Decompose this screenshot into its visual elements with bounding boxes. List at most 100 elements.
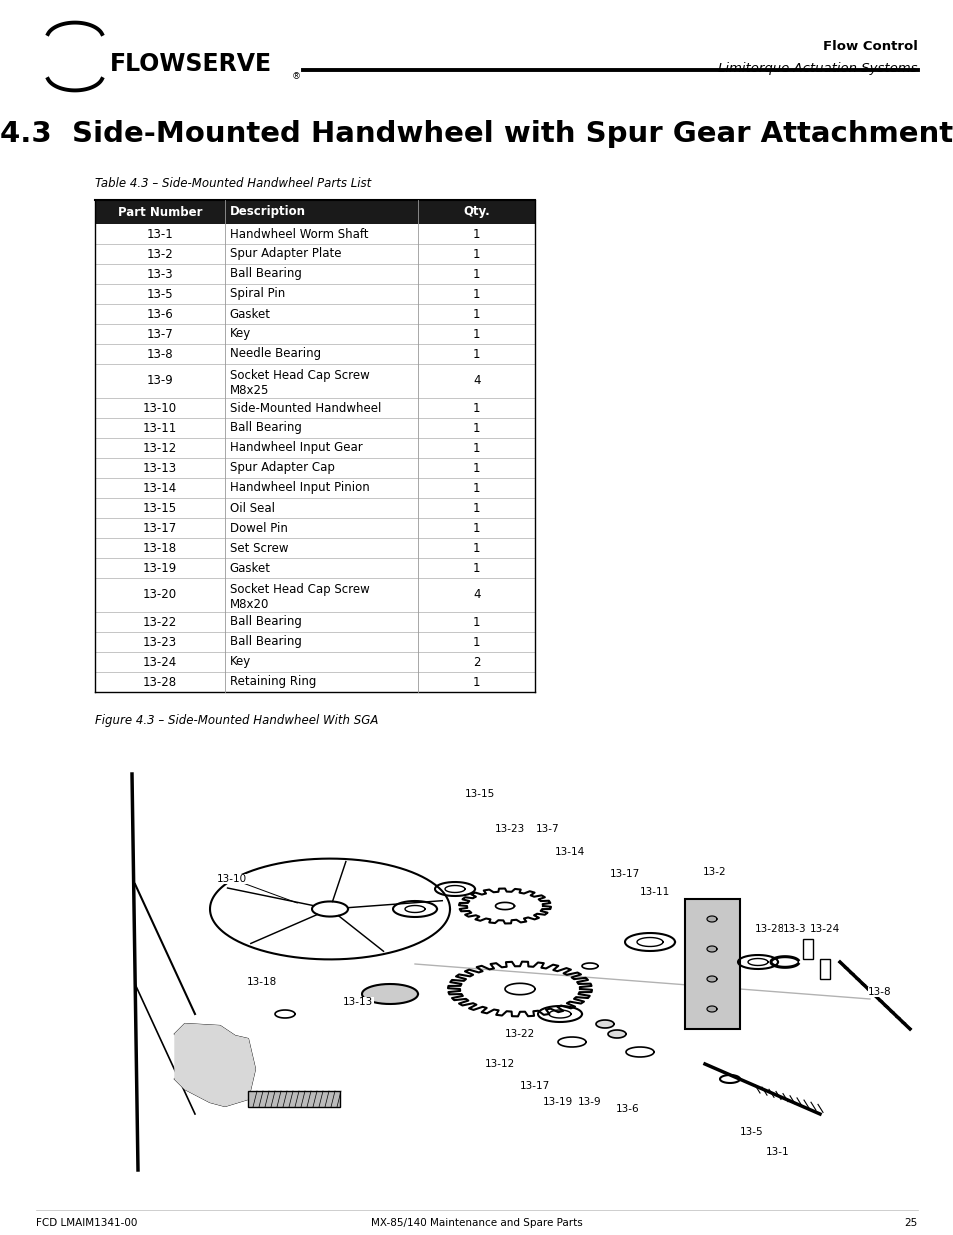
Bar bbox=[95, 672, 535, 692]
Text: Flow Control: Flow Control bbox=[822, 40, 917, 53]
Text: Handwheel Input Gear: Handwheel Input Gear bbox=[230, 441, 362, 454]
Text: 13-6: 13-6 bbox=[147, 308, 173, 321]
Text: 1: 1 bbox=[473, 562, 480, 574]
Bar bbox=[95, 458, 535, 478]
Text: 13-12: 13-12 bbox=[484, 1058, 515, 1070]
Bar bbox=[95, 245, 535, 264]
Polygon shape bbox=[596, 1020, 614, 1028]
Text: Dowel Pin: Dowel Pin bbox=[230, 521, 288, 535]
Bar bbox=[95, 417, 535, 438]
Bar bbox=[95, 498, 535, 517]
Text: 13-10: 13-10 bbox=[143, 401, 176, 415]
Text: 1: 1 bbox=[473, 541, 480, 555]
Bar bbox=[95, 478, 535, 498]
Text: 13-19: 13-19 bbox=[542, 1097, 573, 1107]
Text: 13-2: 13-2 bbox=[702, 867, 726, 877]
Text: 1: 1 bbox=[473, 636, 480, 648]
Text: 1: 1 bbox=[473, 347, 480, 361]
Text: Spur Adapter Plate: Spur Adapter Plate bbox=[230, 247, 341, 261]
Text: M8x25: M8x25 bbox=[230, 384, 269, 396]
Text: 13-15: 13-15 bbox=[464, 789, 495, 799]
Text: Handwheel Input Pinion: Handwheel Input Pinion bbox=[230, 482, 369, 494]
Text: Needle Bearing: Needle Bearing bbox=[230, 347, 320, 361]
Text: 1: 1 bbox=[473, 227, 480, 241]
Text: 13-11: 13-11 bbox=[143, 421, 177, 435]
Text: 1: 1 bbox=[473, 501, 480, 515]
Text: 13-23: 13-23 bbox=[143, 636, 176, 648]
Text: 13-8: 13-8 bbox=[867, 987, 891, 997]
Text: 13-13: 13-13 bbox=[342, 997, 373, 1007]
Text: 1: 1 bbox=[473, 268, 480, 280]
Text: 13-1: 13-1 bbox=[765, 1147, 789, 1157]
Text: 13-10: 13-10 bbox=[216, 874, 247, 884]
Text: 1: 1 bbox=[473, 615, 480, 629]
Text: Key: Key bbox=[230, 327, 251, 341]
Polygon shape bbox=[706, 916, 717, 923]
Text: Gasket: Gasket bbox=[230, 562, 271, 574]
Text: 13-17: 13-17 bbox=[143, 521, 177, 535]
Bar bbox=[95, 578, 535, 613]
Text: 13-11: 13-11 bbox=[639, 887, 669, 897]
Bar bbox=[95, 652, 535, 672]
Text: 1: 1 bbox=[473, 288, 480, 300]
Text: 13-12: 13-12 bbox=[143, 441, 177, 454]
Bar bbox=[95, 324, 535, 345]
Text: 13-3: 13-3 bbox=[147, 268, 173, 280]
Text: M8x20: M8x20 bbox=[230, 598, 269, 610]
Bar bbox=[95, 517, 535, 538]
Text: 13-22: 13-22 bbox=[143, 615, 177, 629]
Text: Ball Bearing: Ball Bearing bbox=[230, 615, 301, 629]
Text: Qty.: Qty. bbox=[463, 205, 490, 219]
Text: 13-18: 13-18 bbox=[143, 541, 176, 555]
Text: 13-5: 13-5 bbox=[740, 1128, 763, 1137]
Bar bbox=[95, 613, 535, 632]
Bar bbox=[95, 304, 535, 324]
Text: 13-20: 13-20 bbox=[143, 589, 176, 601]
Text: 13-17: 13-17 bbox=[609, 869, 639, 879]
Bar bbox=[95, 438, 535, 458]
Text: Description: Description bbox=[230, 205, 306, 219]
Text: ®: ® bbox=[292, 72, 301, 82]
Text: Oil Seal: Oil Seal bbox=[230, 501, 274, 515]
Text: 13-18: 13-18 bbox=[247, 977, 276, 987]
Text: Key: Key bbox=[230, 656, 251, 668]
Text: 13-9: 13-9 bbox=[147, 374, 173, 388]
Text: 13-7: 13-7 bbox=[147, 327, 173, 341]
Text: 1: 1 bbox=[473, 676, 480, 688]
Text: Gasket: Gasket bbox=[230, 308, 271, 321]
Text: 13-8: 13-8 bbox=[147, 347, 173, 361]
Text: 13-6: 13-6 bbox=[616, 1104, 639, 1114]
Text: 2: 2 bbox=[473, 656, 480, 668]
Bar bbox=[95, 284, 535, 304]
Text: 13-28: 13-28 bbox=[754, 924, 784, 934]
Text: 4: 4 bbox=[473, 589, 480, 601]
Text: 1: 1 bbox=[473, 421, 480, 435]
Text: FLOWSERVE: FLOWSERVE bbox=[110, 52, 272, 77]
Bar bbox=[95, 200, 535, 224]
Text: Retaining Ring: Retaining Ring bbox=[230, 676, 315, 688]
Text: 13-19: 13-19 bbox=[143, 562, 177, 574]
Text: 4: 4 bbox=[473, 374, 480, 388]
Text: 13-15: 13-15 bbox=[143, 501, 176, 515]
Bar bbox=[95, 345, 535, 364]
Text: MX-85/140 Maintenance and Spare Parts: MX-85/140 Maintenance and Spare Parts bbox=[371, 1218, 582, 1228]
Text: 1: 1 bbox=[473, 401, 480, 415]
Text: 13-1: 13-1 bbox=[147, 227, 173, 241]
Text: 13-22: 13-22 bbox=[504, 1029, 535, 1039]
Polygon shape bbox=[706, 976, 717, 982]
Text: Socket Head Cap Screw: Socket Head Cap Screw bbox=[230, 369, 369, 383]
Bar bbox=[684, 899, 740, 1029]
Text: Set Screw: Set Screw bbox=[230, 541, 288, 555]
Text: 13-9: 13-9 bbox=[578, 1097, 601, 1107]
Bar bbox=[802, 939, 812, 960]
Bar bbox=[820, 960, 829, 979]
Text: 13-28: 13-28 bbox=[143, 676, 176, 688]
Text: Spiral Pin: Spiral Pin bbox=[230, 288, 285, 300]
Text: 13-14: 13-14 bbox=[555, 847, 584, 857]
Text: 1: 1 bbox=[473, 521, 480, 535]
Text: Part Number: Part Number bbox=[117, 205, 202, 219]
Text: 1: 1 bbox=[473, 441, 480, 454]
Bar bbox=[95, 632, 535, 652]
Text: 13-2: 13-2 bbox=[147, 247, 173, 261]
Polygon shape bbox=[706, 946, 717, 952]
